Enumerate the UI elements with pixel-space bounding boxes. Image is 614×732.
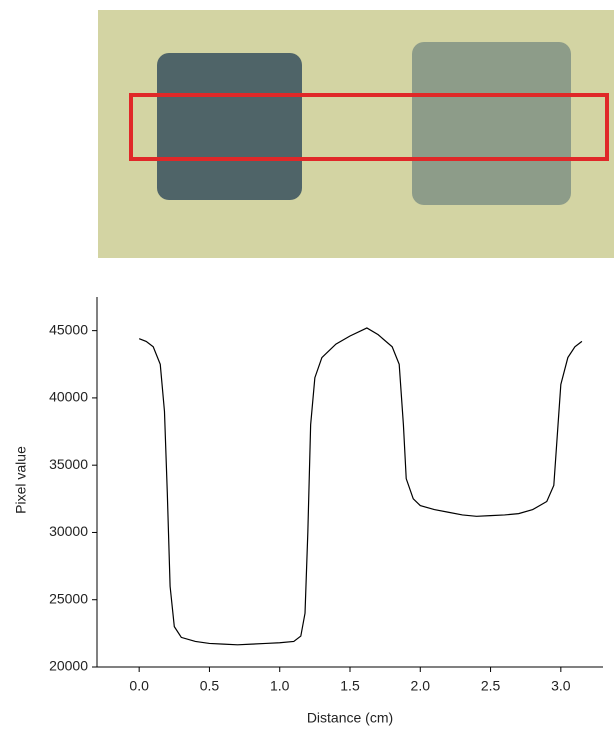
x-tick-label: 3.0 [551,678,571,694]
dark-square [157,53,302,200]
x-tick-label: 0.0 [129,678,149,694]
x-tick-label: 0.5 [200,678,220,694]
x-tick-label: 2.5 [481,678,501,694]
y-tick-label: 30000 [49,523,88,539]
y-tick-label: 35000 [49,456,88,472]
x-axis-label: Distance (cm) [307,710,393,726]
y-axis-label: Pixel value [13,446,29,514]
y-tick-label: 20000 [49,658,88,674]
x-tick-label: 1.0 [270,678,290,694]
y-tick-label: 40000 [49,389,88,405]
light-square [412,42,571,205]
selection-box [129,93,609,161]
photo [98,10,614,258]
y-tick-label: 25000 [49,590,88,606]
x-tick-label: 2.0 [411,678,431,694]
y-tick-label: 45000 [49,321,88,337]
data-line [138,327,583,646]
x-tick-label: 1.5 [340,678,360,694]
